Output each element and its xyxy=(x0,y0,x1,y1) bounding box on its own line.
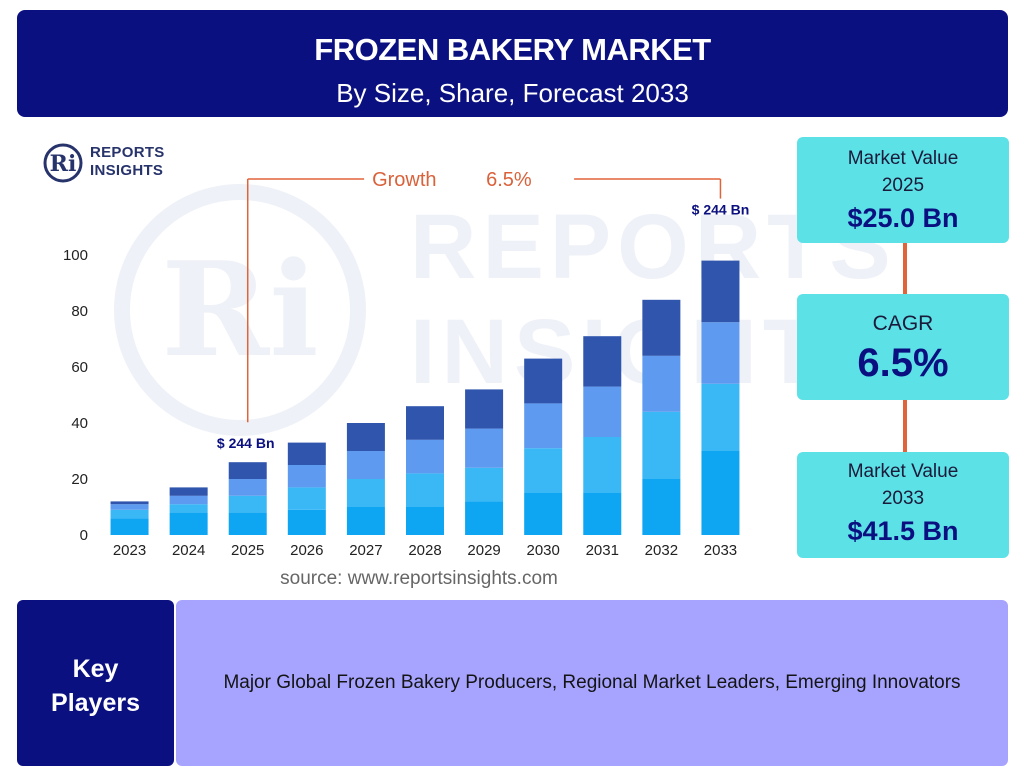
kpi-cagr: CAGR 6.5% xyxy=(797,294,1009,400)
kpi-market-value-2025: Market Value 2025 $25.0 Bn xyxy=(797,137,1009,243)
bar-segment xyxy=(642,355,681,412)
key-players-title: Key Players xyxy=(17,652,174,720)
kpi-label: CAGR xyxy=(872,312,934,335)
bar-segment xyxy=(583,437,622,493)
logo-text-insights: INSIGHTS xyxy=(90,162,164,179)
bar-segment xyxy=(701,322,740,384)
bar-segment xyxy=(346,507,385,535)
bar-segment xyxy=(465,467,504,502)
bar-segment xyxy=(228,462,267,479)
end-value-label: $ 244 Bn xyxy=(692,202,750,218)
market-bar-chart: 0 20 40 60 80 100 2023 2024 2025 2026 2027 2028 2029… xyxy=(63,169,750,559)
bar-segment xyxy=(110,518,149,535)
bar-segment xyxy=(346,479,385,507)
kpi-market-value-2033: Market Value 2033 $41.5 Bn xyxy=(797,452,1009,558)
bar-segment xyxy=(406,473,444,507)
x-tick-label: 2023 xyxy=(113,542,146,559)
bar-segment xyxy=(583,493,622,535)
x-tick-label: 2026 xyxy=(290,542,323,559)
bar-segment xyxy=(701,383,740,451)
page-title: FROZEN BAKERY MARKET xyxy=(314,32,711,67)
bar-segment xyxy=(346,423,385,451)
y-tick-label: 80 xyxy=(71,303,88,320)
logo-monogram: Ri xyxy=(50,151,77,177)
bar-segment xyxy=(346,451,385,479)
bar-segment xyxy=(642,479,681,535)
bar-segment xyxy=(110,501,149,505)
growth-value: 6.5% xyxy=(486,169,532,191)
bar-segment xyxy=(583,336,622,387)
x-tick-label: 2033 xyxy=(704,542,737,559)
y-tick-label: 60 xyxy=(71,359,88,376)
logo-monogram-icon: Ri xyxy=(43,143,83,183)
growth-label: Growth xyxy=(372,169,436,191)
x-tick-label: 2032 xyxy=(645,542,678,559)
kpi-label-line2: 2033 xyxy=(881,488,925,509)
bar-segment xyxy=(642,411,681,479)
bar-segment xyxy=(287,442,326,465)
bar-segment xyxy=(169,504,208,513)
key-players-heading-box: Key Players xyxy=(17,600,174,766)
bar-segment xyxy=(110,504,149,510)
kpi-value: 6.5% xyxy=(857,341,949,385)
bar-segment xyxy=(465,501,504,535)
y-tick-label: 100 xyxy=(63,247,88,264)
x-tick-label: 2027 xyxy=(349,542,382,559)
bar-segment xyxy=(406,406,444,440)
kpi-value: $25.0 Bn xyxy=(847,203,959,233)
bar-segment xyxy=(406,507,444,535)
bar-segment xyxy=(228,495,267,513)
x-tick-label: 2029 xyxy=(467,542,500,559)
bar-segment xyxy=(465,389,504,429)
y-tick-label: 20 xyxy=(71,471,88,488)
x-tick-label: 2028 xyxy=(408,542,441,559)
x-tick-label: 2024 xyxy=(172,542,205,559)
bar-segment xyxy=(701,260,740,323)
header-banner: FROZEN BAKERY MARKET By Size, Share, For… xyxy=(17,10,1008,117)
x-tick-label: 2025 xyxy=(231,542,264,559)
kpi-value: $41.5 Bn xyxy=(847,516,959,546)
bar-segment xyxy=(287,465,326,488)
source-note: source: www.reportsinsights.com xyxy=(280,568,558,589)
kpi-label: Market Value 2025 xyxy=(797,145,1009,199)
bar-segment xyxy=(110,509,149,519)
bar-segment xyxy=(524,448,563,493)
key-players-title-line2: Players xyxy=(51,689,140,717)
key-players-title-line1: Key xyxy=(72,655,119,683)
bar-segment xyxy=(642,299,681,356)
bar-segment xyxy=(169,487,208,496)
bar-segment xyxy=(169,512,208,535)
kpi-label: Market Value 2033 xyxy=(797,458,1009,512)
kpi-label-line2: 2025 xyxy=(881,175,925,196)
bar-segment xyxy=(524,493,563,535)
bar-segment xyxy=(524,403,563,449)
kpi-connector-bottom xyxy=(903,400,907,452)
y-tick-label: 0 xyxy=(80,527,88,544)
bar-segment xyxy=(169,495,208,505)
kpi-label-line1: Market Value xyxy=(847,461,959,482)
bar-segment xyxy=(701,451,740,535)
bar-segment xyxy=(287,487,326,510)
x-tick-label: 2031 xyxy=(586,542,619,559)
kpi-label-line1: Market Value xyxy=(847,148,959,169)
bar-segment xyxy=(228,512,267,535)
x-tick-label: 2030 xyxy=(526,542,559,559)
logo-text-reports: REPORTS xyxy=(90,144,165,161)
bar-segment xyxy=(287,509,326,535)
y-tick-label: 40 xyxy=(71,415,88,432)
bar-segment xyxy=(228,479,267,496)
bar-segment xyxy=(406,439,444,474)
bar-segment xyxy=(583,386,622,437)
page-subtitle: By Size, Share, Forecast 2033 xyxy=(336,78,689,108)
brand-logo: Ri REPORTS INSIGHTS xyxy=(42,142,182,184)
key-players-description: Major Global Frozen Bakery Producers, Re… xyxy=(176,600,1008,766)
start-value-label: $ 244 Bn xyxy=(217,435,275,451)
bar-segment xyxy=(524,358,563,404)
kpi-connector-top xyxy=(903,243,907,294)
bar-segment xyxy=(465,428,504,468)
